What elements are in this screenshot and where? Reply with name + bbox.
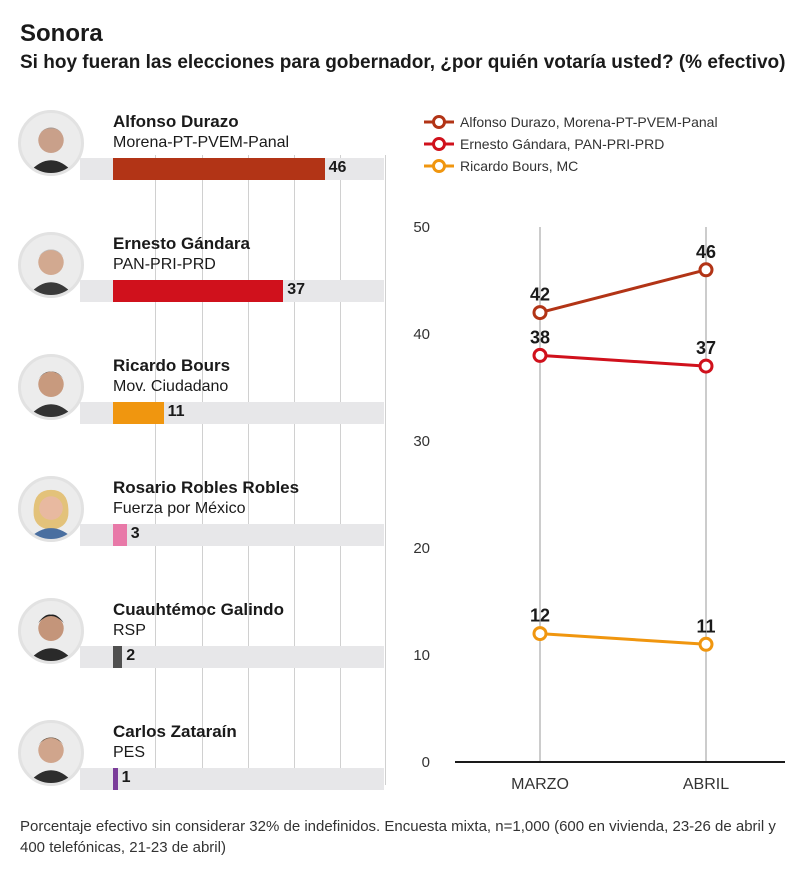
line-chart-legend: Alfonso Durazo, Morena-PT-PVEM-Panal Ern… — [424, 112, 718, 178]
bar-value-label: 11 — [167, 403, 185, 420]
candidate-photo — [18, 476, 84, 542]
bar-track — [80, 768, 384, 790]
candidate-row: Carlos Zataraín PES 1 — [0, 720, 400, 830]
bar-gridline — [155, 155, 156, 785]
legend-item: Ernesto Gándara, PAN-PRI-PRD — [424, 134, 718, 154]
y-tick-label: 0 — [422, 754, 430, 771]
legend-item: Ricardo Bours, MC — [424, 156, 718, 176]
bar-track — [80, 524, 384, 546]
bar-value-label: 1 — [121, 769, 131, 786]
candidate-row: Ernesto Gándara PAN-PRI-PRD 37 — [0, 232, 400, 342]
data-label: 42 — [530, 285, 550, 305]
series-line — [539, 632, 707, 646]
trend-line-chart: 0 10 20 30 40 50 MARZO ABRIL 42 46 38 37 12 11 — [413, 219, 785, 793]
legend-item: Alfonso Durazo, Morena-PT-PVEM-Panal — [424, 112, 718, 132]
y-tick-label: 20 — [413, 540, 430, 557]
data-label: 46 — [696, 242, 716, 262]
bar-track — [80, 646, 384, 668]
legend-marker-icon — [424, 159, 454, 173]
data-label: 12 — [530, 606, 550, 626]
candidate-bar — [113, 280, 284, 302]
candidate-name: Rosario Robles Robles — [113, 478, 300, 497]
candidate-photo — [18, 720, 84, 786]
candidate-name: Cuauhtémoc Galindo — [113, 600, 284, 619]
candidate-photo — [18, 598, 84, 664]
bar-value-label: 3 — [130, 525, 140, 542]
x-tick-label: ABRIL — [683, 776, 729, 793]
candidate-bar-chart: Alfonso Durazo Morena-PT-PVEM-Panal 46 E… — [0, 110, 400, 790]
data-point — [698, 636, 714, 652]
data-point — [698, 262, 714, 278]
data-label: 11 — [696, 616, 715, 636]
bar-value-label: 2 — [126, 647, 136, 664]
candidate-photo — [18, 110, 84, 176]
candidate-bar — [113, 768, 118, 790]
candidate-bar — [113, 402, 164, 424]
bar-value-label: 46 — [328, 159, 347, 176]
data-label: 37 — [696, 338, 716, 358]
data-label: 38 — [530, 327, 550, 347]
data-point — [532, 305, 548, 321]
y-tick-label: 40 — [413, 326, 430, 343]
candidate-party: Mov. Ciudadano — [113, 378, 229, 395]
legend-label: Alfonso Durazo, Morena-PT-PVEM-Panal — [460, 114, 718, 130]
candidate-party: RSP — [113, 622, 146, 639]
candidate-row: Cuauhtémoc Galindo RSP 2 — [0, 598, 400, 708]
bar-gridline — [294, 155, 295, 785]
candidate-photo — [18, 232, 84, 298]
chart-subtitle: Si hoy fueran las elecciones para gobern… — [20, 52, 786, 73]
y-tick-label: 30 — [413, 433, 430, 450]
candidate-bar — [113, 158, 325, 180]
y-tick-label: 10 — [413, 647, 430, 664]
candidate-party: Morena-PT-PVEM-Panal — [113, 134, 290, 151]
bar-gridline — [202, 155, 203, 785]
y-tick-label: 50 — [413, 219, 430, 236]
bar-gridline — [248, 155, 249, 785]
candidate-party: Fuerza por México — [113, 500, 246, 517]
candidate-name: Ernesto Gándara — [113, 234, 250, 253]
legend-label: Ernesto Gándara, PAN-PRI-PRD — [460, 136, 665, 152]
candidate-row: Rosario Robles Robles Fuerza por México … — [0, 476, 400, 586]
bar-value-label: 37 — [287, 281, 305, 298]
data-point — [532, 347, 548, 363]
series-line — [539, 353, 707, 368]
legend-marker-icon — [424, 115, 454, 129]
candidate-photo — [18, 354, 84, 420]
series-line — [539, 268, 707, 315]
candidate-name: Alfonso Durazo — [113, 112, 239, 131]
bar-gridline — [385, 155, 386, 785]
candidate-party: PES — [113, 744, 146, 761]
candidate-bar — [113, 646, 123, 668]
legend-label: Ricardo Bours, MC — [460, 158, 579, 174]
candidate-party: PAN-PRI-PRD — [113, 256, 216, 273]
candidate-name: Ricardo Bours — [113, 356, 231, 375]
candidate-bar — [113, 524, 127, 546]
candidate-row: Ricardo Bours Mov. Ciudadano 11 — [0, 354, 400, 464]
bar-gridline — [340, 155, 341, 785]
legend-marker-icon — [424, 137, 454, 151]
data-point — [698, 358, 714, 374]
data-point — [532, 626, 548, 642]
candidate-name: Carlos Zataraín — [113, 722, 237, 741]
footnote: Porcentaje efectivo sin considerar 32% d… — [20, 818, 776, 856]
x-tick-label: MARZO — [511, 776, 569, 793]
candidate-row: Alfonso Durazo Morena-PT-PVEM-Panal 46 — [0, 110, 400, 220]
chart-title: Sonora — [20, 20, 103, 47]
